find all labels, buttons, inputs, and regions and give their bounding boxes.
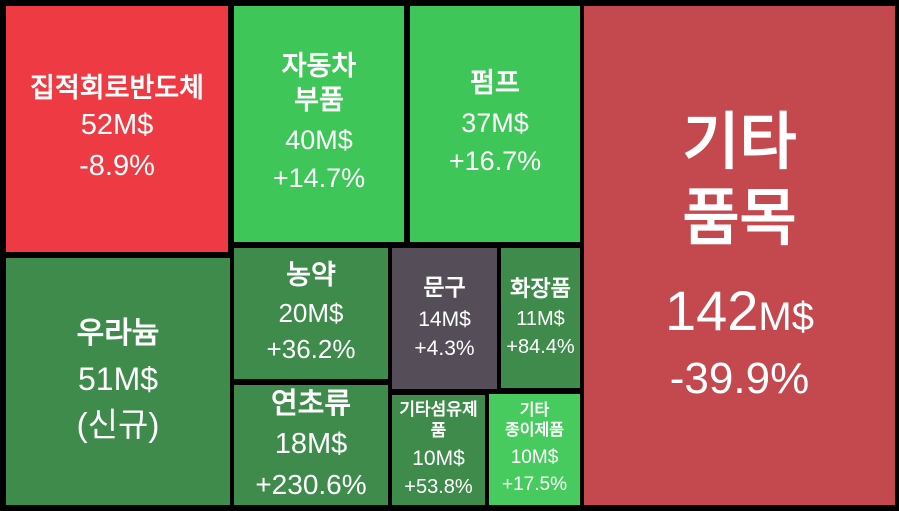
- tile-value: 52M$: [80, 109, 154, 142]
- tile-name: 집적회로반도체: [30, 72, 204, 103]
- tile-other-paper[interactable]: 기타 종이제품 10M$ +17.5%: [489, 394, 580, 505]
- tile-value: 11M$: [516, 308, 565, 331]
- tile-name: 펌프: [470, 68, 520, 99]
- tile-name: 종이제품: [505, 422, 564, 440]
- tile-change: -8.9%: [79, 149, 155, 182]
- tile-change: +84.4%: [506, 336, 575, 359]
- tile-change: +17.5%: [502, 473, 567, 495]
- tile-name: 품목: [682, 183, 797, 253]
- tile-semiconductor[interactable]: 집적회로반도체 52M$ -8.9%: [6, 6, 228, 252]
- tile-uranium[interactable]: 우라늄 51M$ (신규): [6, 258, 230, 505]
- tile-name: 기타: [682, 108, 797, 178]
- tile-change: +53.8%: [404, 476, 473, 499]
- tile-value: 20M$: [278, 297, 344, 328]
- tile-value: 14M$: [418, 307, 471, 331]
- tile-value: 18M$: [274, 428, 348, 461]
- tile-name: 자동차: [281, 51, 357, 82]
- tile-change: +16.7%: [448, 145, 542, 176]
- tile-other-textiles[interactable]: 기타섬유제품 10M$ +53.8%: [392, 395, 485, 505]
- tile-name: 기타: [519, 401, 550, 419]
- tile-name: 농약: [286, 260, 336, 291]
- tile-value: 51M$: [77, 360, 159, 397]
- tile-value: 142M$: [665, 279, 814, 343]
- tile-pesticide[interactable]: 농약 20M$ +36.2%: [234, 248, 388, 379]
- tile-change: +230.6%: [255, 468, 367, 500]
- tile-stationery[interactable]: 문구 14M$ +4.3%: [392, 248, 497, 389]
- tile-name: 문구: [423, 274, 466, 301]
- tile-change: -39.9%: [669, 353, 810, 403]
- tile-tobacco[interactable]: 연초류 18M$ +230.6%: [234, 385, 388, 505]
- tile-pump[interactable]: 펌프 37M$ +16.7%: [410, 6, 580, 242]
- tile-value-unit: M$: [758, 294, 814, 339]
- tile-change: +4.3%: [414, 337, 475, 361]
- tile-name: 부품: [294, 85, 344, 116]
- tile-change: (신규): [76, 405, 160, 443]
- tile-cosmetics[interactable]: 화장품 11M$ +84.4%: [501, 248, 580, 388]
- tile-name: 우라늄: [76, 317, 160, 351]
- tile-name: 기타섬유제품: [399, 399, 478, 440]
- tile-value: 10M$: [412, 447, 465, 471]
- tile-name: 화장품: [510, 275, 571, 301]
- tile-value-number: 142: [664, 278, 759, 342]
- tile-other-items[interactable]: 기타 품목 142M$ -39.9%: [584, 6, 895, 505]
- tile-change: +36.2%: [266, 334, 356, 365]
- tile-value: 40M$: [285, 124, 353, 155]
- tile-value: 37M$: [461, 108, 529, 139]
- tile-change: +14.7%: [272, 162, 366, 193]
- tile-value: 10M$: [510, 447, 559, 469]
- tile-name: 연초류: [270, 387, 352, 420]
- tile-auto-parts[interactable]: 자동차 부품 40M$ +14.7%: [234, 6, 404, 242]
